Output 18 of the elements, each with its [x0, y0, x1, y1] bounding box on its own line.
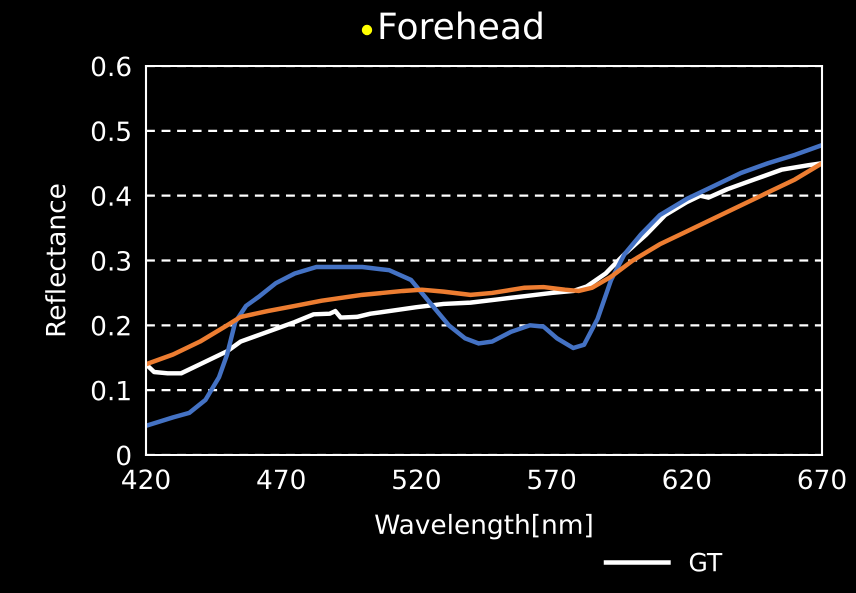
y-tick-label: 0.6 — [92, 56, 130, 76]
y-axis-title: Reflectance — [45, 184, 66, 336]
y-tick-label: 0.4 — [92, 186, 131, 206]
x-tick-label: 620 — [663, 469, 710, 490]
legend-label: GT — [690, 552, 722, 572]
line-series — [146, 142, 822, 428]
x-axis-title: Wavelength[nm] — [375, 514, 592, 540]
x-tick-label: 520 — [393, 469, 440, 490]
y-tick-label: 0.2 — [92, 316, 130, 336]
x-tick-label: 420 — [122, 469, 170, 490]
x-tick-label: 570 — [528, 469, 576, 490]
chart-title: Forehead — [380, 12, 542, 40]
y-tick-label: 0.5 — [92, 121, 130, 142]
x-tick-label: 470 — [257, 469, 305, 490]
y-tick-label: 0 — [117, 445, 130, 466]
y-tick-label: 0.1 — [92, 380, 130, 401]
y-tick-label: 0.3 — [92, 250, 130, 271]
x-tick-label: 670 — [798, 469, 846, 490]
